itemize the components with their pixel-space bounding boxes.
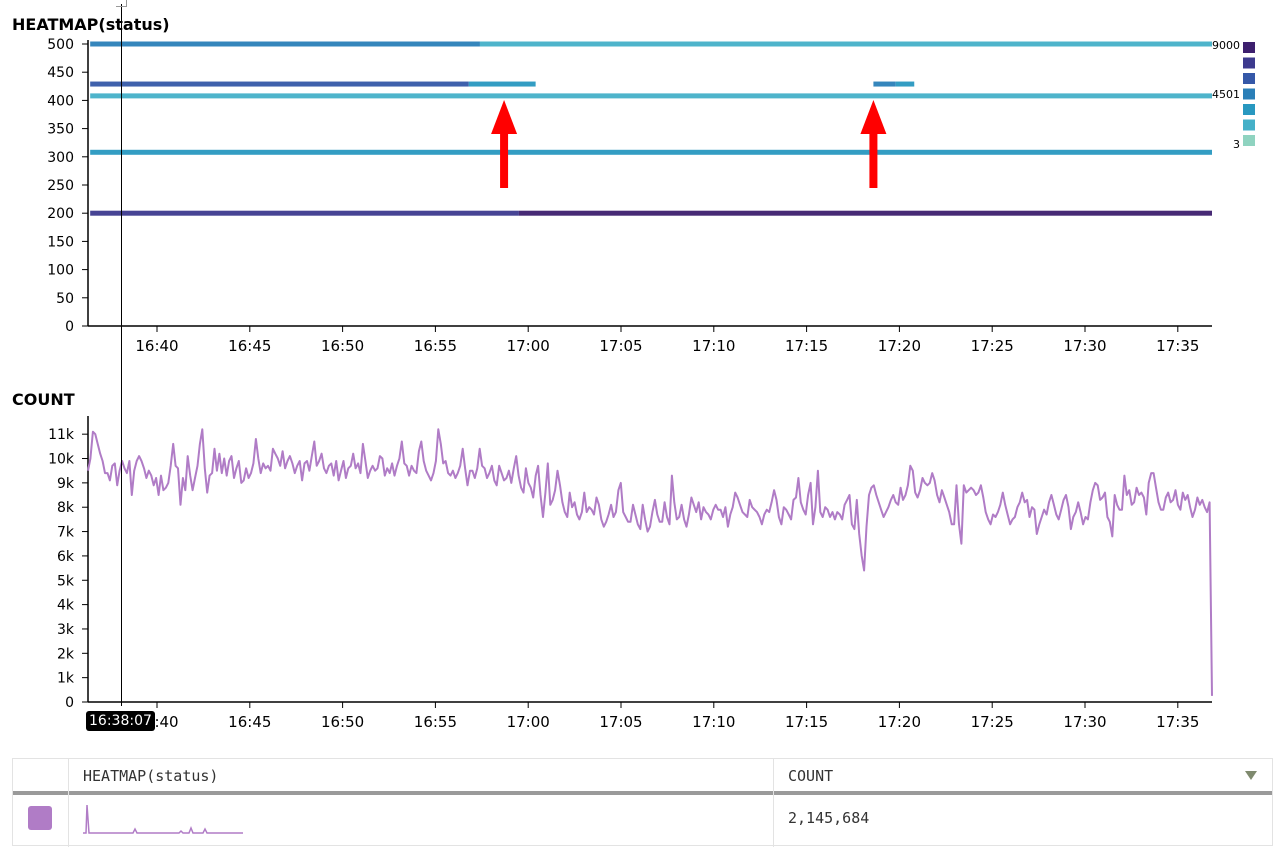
column-divider	[773, 759, 774, 847]
x-tick-label: 17:30	[1063, 337, 1106, 355]
heatmap-cell-status-429[interactable]	[468, 81, 536, 87]
y-tick-label: 250	[47, 178, 74, 194]
crosshair-line	[121, 4, 122, 706]
arrow-shaft	[869, 128, 878, 188]
x-tick-label: 17:15	[785, 713, 828, 731]
legend-color-box	[1243, 73, 1255, 84]
column-divider	[68, 759, 69, 847]
x-tick-label: 16:45	[228, 713, 271, 731]
crosshair-time-badge: 16:38:07	[86, 711, 155, 731]
arrow-head	[491, 100, 518, 134]
x-tick-label: 17:05	[599, 337, 642, 355]
heatmap-title: HEATMAP(status)	[12, 15, 170, 34]
heatmap-axes: 0 50 100 150 200 250 300 350 400 450 500 16:40 16:45…	[47, 37, 1212, 355]
y-tick-label: 300	[47, 150, 74, 166]
legend-mid-label: 4501	[1212, 88, 1240, 101]
y-tick-label: 3k	[57, 622, 75, 638]
y-tick-label: 11k	[48, 427, 75, 443]
x-tick-label: 17:10	[692, 337, 735, 355]
x-tick-label: 17:25	[971, 337, 1014, 355]
count-total-value: 2,145,684	[788, 809, 870, 827]
y-tick-label: 400	[47, 93, 74, 109]
legend-color-box	[1243, 42, 1255, 53]
y-tick-label: 50	[56, 291, 74, 307]
results-table: HEATMAP(status) COUNT 2,145,684	[12, 758, 1273, 847]
x-tick-label: 17:15	[785, 337, 828, 355]
x-tick-label: 16:50	[321, 337, 364, 355]
heatmap-cell-status-500[interactable]	[479, 41, 1213, 47]
crosshair-handle-icon[interactable]	[116, 0, 127, 7]
y-tick-label: 350	[47, 122, 74, 138]
count-series-line[interactable]	[87, 428, 1213, 696]
heatmap-cell-status-200[interactable]	[518, 210, 1212, 216]
y-tick-label: 0	[65, 695, 74, 711]
y-tick-label: 150	[47, 234, 74, 250]
legend-max-label: 9000	[1212, 39, 1240, 52]
heatmap-cell-status-429[interactable]	[895, 81, 915, 87]
x-tick-label: 17:00	[507, 713, 550, 731]
x-tick-label: 17:35	[1156, 337, 1199, 355]
y-tick-label: 4k	[57, 598, 75, 614]
heatmap-cell-status-500[interactable]	[90, 41, 480, 47]
y-tick-label: 1k	[57, 671, 75, 687]
column-header-heatmap[interactable]: HEATMAP(status)	[83, 767, 219, 785]
y-tick-label: 500	[47, 37, 74, 53]
legend-color-box	[1243, 57, 1255, 69]
arrow-head	[860, 100, 887, 134]
x-tick-label: 17:20	[878, 337, 921, 355]
heatmap-cell-status-200[interactable]	[90, 210, 519, 216]
annotation-arrow	[491, 100, 518, 188]
x-tick-label: 17:05	[599, 713, 642, 731]
sort-descending-icon[interactable]	[1245, 771, 1257, 780]
x-tick-label: 17:35	[1156, 713, 1199, 731]
y-tick-label: 200	[47, 206, 74, 222]
table-header: HEATMAP(status) COUNT	[13, 759, 1272, 795]
legend-color-box	[1243, 135, 1255, 146]
series-color-swatch[interactable]	[28, 806, 52, 830]
count-title: COUNT	[12, 390, 75, 409]
y-tick-label: 0	[65, 319, 74, 335]
heatmap-cell-status-308[interactable]	[90, 149, 1213, 155]
x-tick-label: 16:50	[321, 713, 364, 731]
y-tick-label: 10k	[48, 452, 75, 468]
y-tick-label: 8k	[57, 500, 75, 516]
legend-min-label: 3	[1233, 138, 1240, 151]
legend-color-box	[1243, 88, 1255, 100]
x-tick-label: 16:45	[228, 337, 271, 355]
heatmap-cell-status-429[interactable]	[873, 81, 896, 87]
y-tick-label: 100	[47, 263, 74, 279]
heatmap-cell-status-408[interactable]	[90, 93, 1213, 99]
y-tick-label: 9k	[57, 476, 75, 492]
x-tick-label: 17:20	[878, 713, 921, 731]
y-tick-label: 6k	[57, 549, 75, 565]
y-tick-label: 450	[47, 65, 74, 81]
heatmap-cell-status-429[interactable]	[90, 81, 469, 87]
x-tick-label: 16:55	[414, 337, 457, 355]
annotation-arrow	[860, 100, 887, 188]
heatmap-chart[interactable]: 9000 4501 3 0 50 100 150 200 250 300 350 400 450 5…	[0, 0, 1284, 380]
x-tick-label: 16:55	[414, 713, 457, 731]
legend-color-box	[1243, 119, 1255, 131]
x-tick-label: 17:25	[971, 713, 1014, 731]
x-tick-label: 16:40	[135, 337, 178, 355]
heatmap-sparkline	[83, 804, 243, 834]
x-tick-label: 17:00	[507, 337, 550, 355]
y-tick-label: 7k	[57, 525, 75, 541]
y-tick-label: 2k	[57, 646, 75, 662]
x-tick-label: 17:10	[692, 713, 735, 731]
column-header-count[interactable]: COUNT	[788, 767, 834, 785]
y-tick-label: 5k	[57, 573, 75, 589]
legend-color-box	[1243, 104, 1255, 115]
heatmap-legend	[1243, 42, 1255, 146]
arrow-shaft	[500, 128, 509, 188]
x-tick-label: 17:30	[1063, 713, 1106, 731]
